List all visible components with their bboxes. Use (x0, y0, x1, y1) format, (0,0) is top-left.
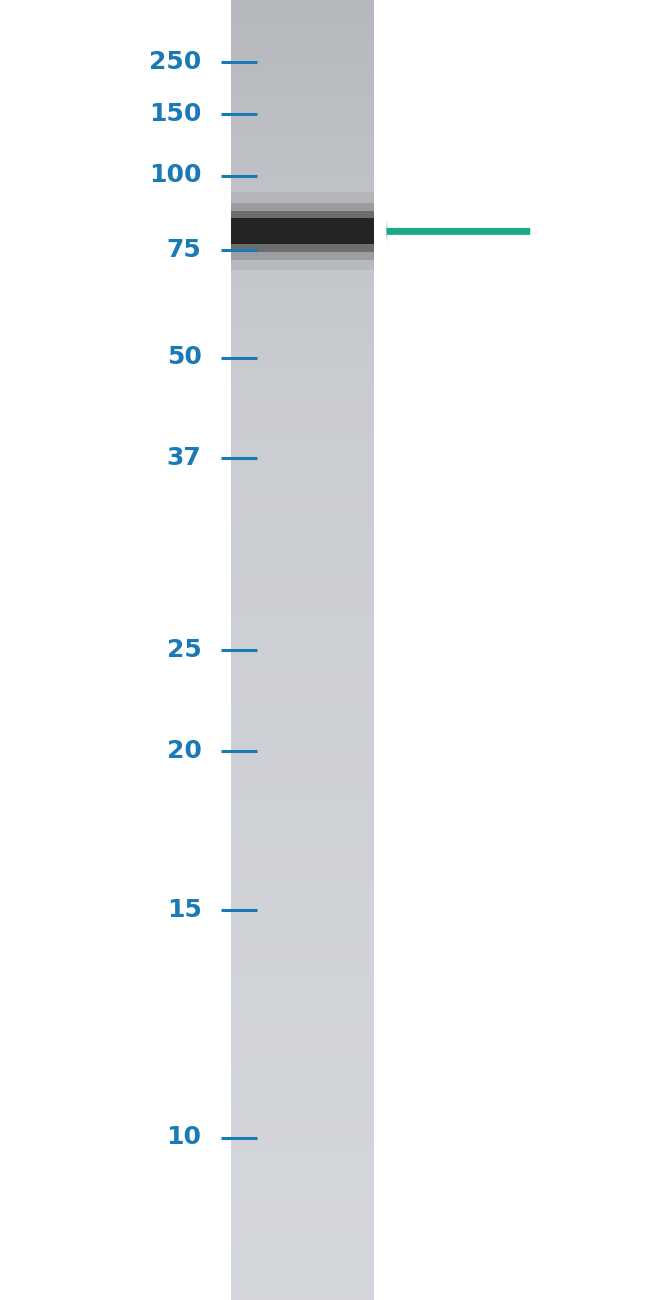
Text: 150: 150 (149, 103, 202, 126)
Text: 10: 10 (166, 1126, 202, 1149)
Text: 15: 15 (166, 898, 202, 922)
Text: 100: 100 (149, 164, 202, 187)
Text: 25: 25 (167, 638, 202, 662)
Text: 75: 75 (167, 238, 202, 261)
Text: 37: 37 (167, 446, 202, 469)
Text: 50: 50 (166, 346, 202, 369)
Text: 20: 20 (166, 740, 202, 763)
Text: 250: 250 (150, 51, 202, 74)
